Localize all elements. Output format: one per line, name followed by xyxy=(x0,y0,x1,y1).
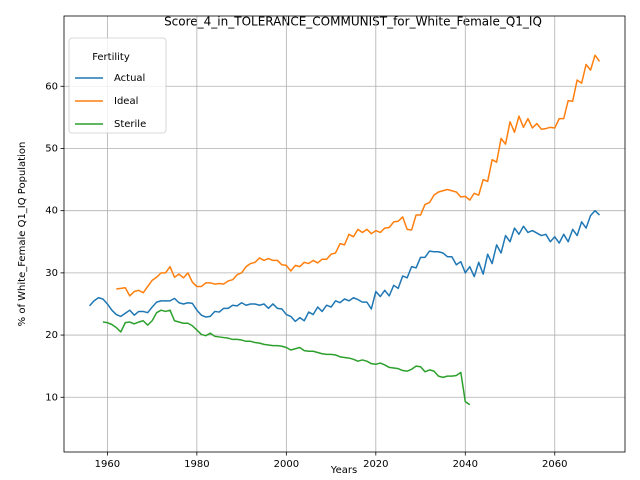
x-tick-label: 2060 xyxy=(542,459,567,470)
y-tick-label: 50 xyxy=(45,143,58,154)
plot-frame xyxy=(63,15,626,453)
series-line xyxy=(116,54,601,297)
y-axis-label: % of White_Female Q1_IQ Population xyxy=(17,142,28,327)
x-tick-label: 2040 xyxy=(453,459,478,470)
y-tick-label: 40 xyxy=(45,206,58,217)
x-tick-label: 2000 xyxy=(274,459,299,470)
y-tick-label: 10 xyxy=(45,392,58,403)
y-tick-label: 60 xyxy=(45,81,58,92)
chart-title: Score_4_in_TOLERANCE_COMMUNIST_for_White… xyxy=(164,15,542,29)
series-line xyxy=(102,309,471,406)
legend-box xyxy=(68,37,167,134)
series-line xyxy=(88,209,601,323)
y-tick-label: 20 xyxy=(45,330,58,341)
legend-label: Actual xyxy=(114,73,145,84)
legend-title: Fertility xyxy=(92,52,130,63)
y-tick-label: 30 xyxy=(45,268,58,279)
x-tick-label: 2020 xyxy=(363,459,388,470)
x-axis-label: Years xyxy=(330,465,357,476)
x-tick-label: 1980 xyxy=(184,459,209,470)
legend-label: Ideal xyxy=(114,96,138,107)
legend-label: Sterile xyxy=(114,119,146,130)
x-tick-label: 1960 xyxy=(95,459,120,470)
